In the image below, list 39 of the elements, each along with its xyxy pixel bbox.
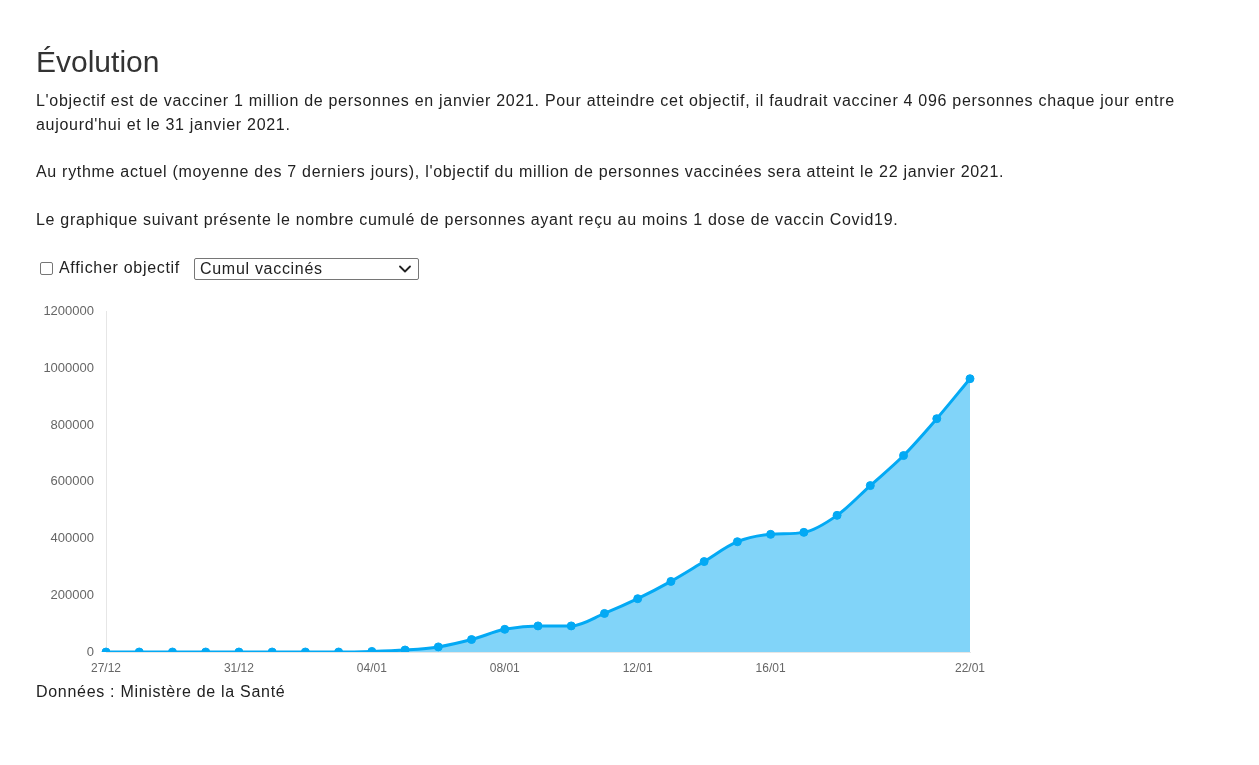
point <box>732 537 742 547</box>
point <box>832 510 842 520</box>
text: Au rythme actuel (moyenne des 7 derniers jours), l'objectif du million de personnes vaccinées sera atteint le 22 janvier 2021. <box>36 162 1006 182</box>
point <box>799 527 809 537</box>
x-tick-label: 31/12 <box>223 660 255 675</box>
text: Données : Ministère de la Santé <box>36 682 286 702</box>
point <box>865 481 875 491</box>
y-tick-label: 200000 <box>50 586 94 602</box>
point <box>666 576 676 586</box>
point <box>599 608 609 618</box>
point <box>899 451 909 461</box>
point <box>699 557 709 567</box>
point <box>500 624 510 634</box>
x-tick-label: 27/12 <box>90 660 122 675</box>
text: Le graphique suivant présente le nombre cumulé de personnes ayant reçu au moins 1 dose de vaccin Covid19. <box>36 210 900 230</box>
text: Afficher objectif <box>59 259 180 277</box>
y-tick-label: 1200000 <box>43 303 94 319</box>
text: L'objectif est de vacciner 1 million de personnes en janvier 2021. Pour atteindre cet objectif, il faudrait vacciner 4 096 personnes chaque jour entre aujourd'hui et le 31 janvier 2021. <box>36 91 1176 135</box>
dropdown: Cumul vaccinés <box>194 258 419 280</box>
point <box>467 635 477 645</box>
y-tick-label: 800000 <box>50 416 94 432</box>
x-tick-label: 22/01 <box>954 660 986 675</box>
chart-title: Évolution <box>36 44 160 80</box>
point <box>566 621 576 631</box>
point <box>433 642 443 652</box>
y-tick-label: 600000 <box>50 473 94 489</box>
y-tick-label: 0 <box>86 643 94 659</box>
x-tick-label: 08/01 <box>489 660 521 675</box>
point <box>932 414 942 424</box>
x-tick-label: 04/01 <box>356 660 388 675</box>
point <box>533 621 543 631</box>
x-tick-label: 16/01 <box>755 660 786 675</box>
point <box>400 645 410 652</box>
point <box>633 594 643 604</box>
x-tick-label: 12/01 <box>622 660 654 675</box>
point <box>766 529 776 539</box>
y-tick-label: 1000000 <box>43 360 94 376</box>
y-tick-label: 400000 <box>50 530 94 546</box>
point <box>965 374 975 384</box>
